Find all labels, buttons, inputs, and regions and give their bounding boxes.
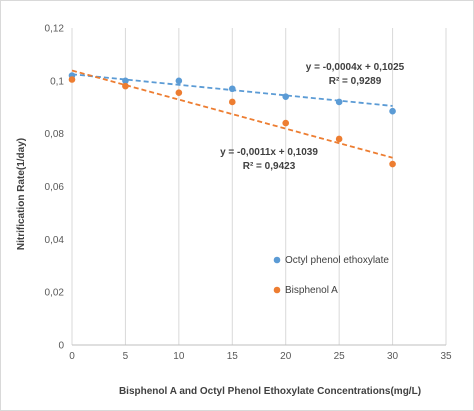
data-point-series-2 <box>175 89 183 97</box>
y-tick-label: 0,04 <box>45 235 65 246</box>
y-tick-label: 0,06 <box>45 182 65 193</box>
x-tick-label: 15 <box>227 351 239 362</box>
series-2-equation: y = -0,0011x + 0,1039 <box>220 147 318 158</box>
legend-marker-bisphenol-a <box>273 286 281 294</box>
tick-labels: 0 5 10 15 20 25 30 35 0 0,02 0,04 0,06 0,08 0,1 0,12 <box>45 24 452 363</box>
y-tick-label: 0,02 <box>45 288 65 299</box>
series-2-r-squared: R² = 0,9423 <box>243 161 296 172</box>
data-point-series-2 <box>282 119 290 127</box>
x-tick-label: 30 <box>387 351 399 362</box>
x-tick-label: 20 <box>280 351 292 362</box>
legend-label-bisphenol-a: Bisphenol A <box>285 285 338 296</box>
trendline-series-2 <box>71 69 393 159</box>
data-point-series-1 <box>122 77 129 85</box>
data-point-series-2 <box>228 98 236 106</box>
data-point-series-1 <box>175 77 183 85</box>
data-point-series-1 <box>228 85 236 93</box>
data-point-series-2 <box>389 160 396 168</box>
x-tick-label: 10 <box>173 351 185 362</box>
y-axis-title: Nitrification Rate(1/day) <box>16 138 27 250</box>
x-tick-label: 0 <box>69 351 75 362</box>
y-tick-label: 0,1 <box>50 76 64 87</box>
y-tick-label: 0,08 <box>45 129 65 140</box>
y-tick-label: 0 <box>58 341 64 352</box>
series-1-equation: y = -0,0004x + 0,1025 <box>306 62 405 73</box>
x-tick-label: 35 <box>440 351 452 362</box>
data-point-series-2 <box>335 135 343 143</box>
data-point-series-1 <box>282 93 290 100</box>
gridlines <box>71 28 447 346</box>
data-point-series-2 <box>68 76 76 83</box>
legend-marker-octyl-phenol <box>273 256 281 264</box>
data-point-series-2 <box>122 82 129 90</box>
x-axis-title: Bisphenol A and Octyl Phenol Ethoxylate … <box>119 386 421 397</box>
legend-label-octyl-phenol: Octyl phenol ethoxylate <box>285 255 389 266</box>
x-tick-label: 5 <box>123 351 129 362</box>
data-point-series-1 <box>335 98 343 106</box>
x-tick-label: 25 <box>334 351 346 362</box>
y-tick-label: 0,12 <box>45 24 65 35</box>
data-points <box>68 72 396 168</box>
data-point-series-1 <box>389 107 396 115</box>
series-1-r-squared: R² = 0,9289 <box>329 76 382 87</box>
